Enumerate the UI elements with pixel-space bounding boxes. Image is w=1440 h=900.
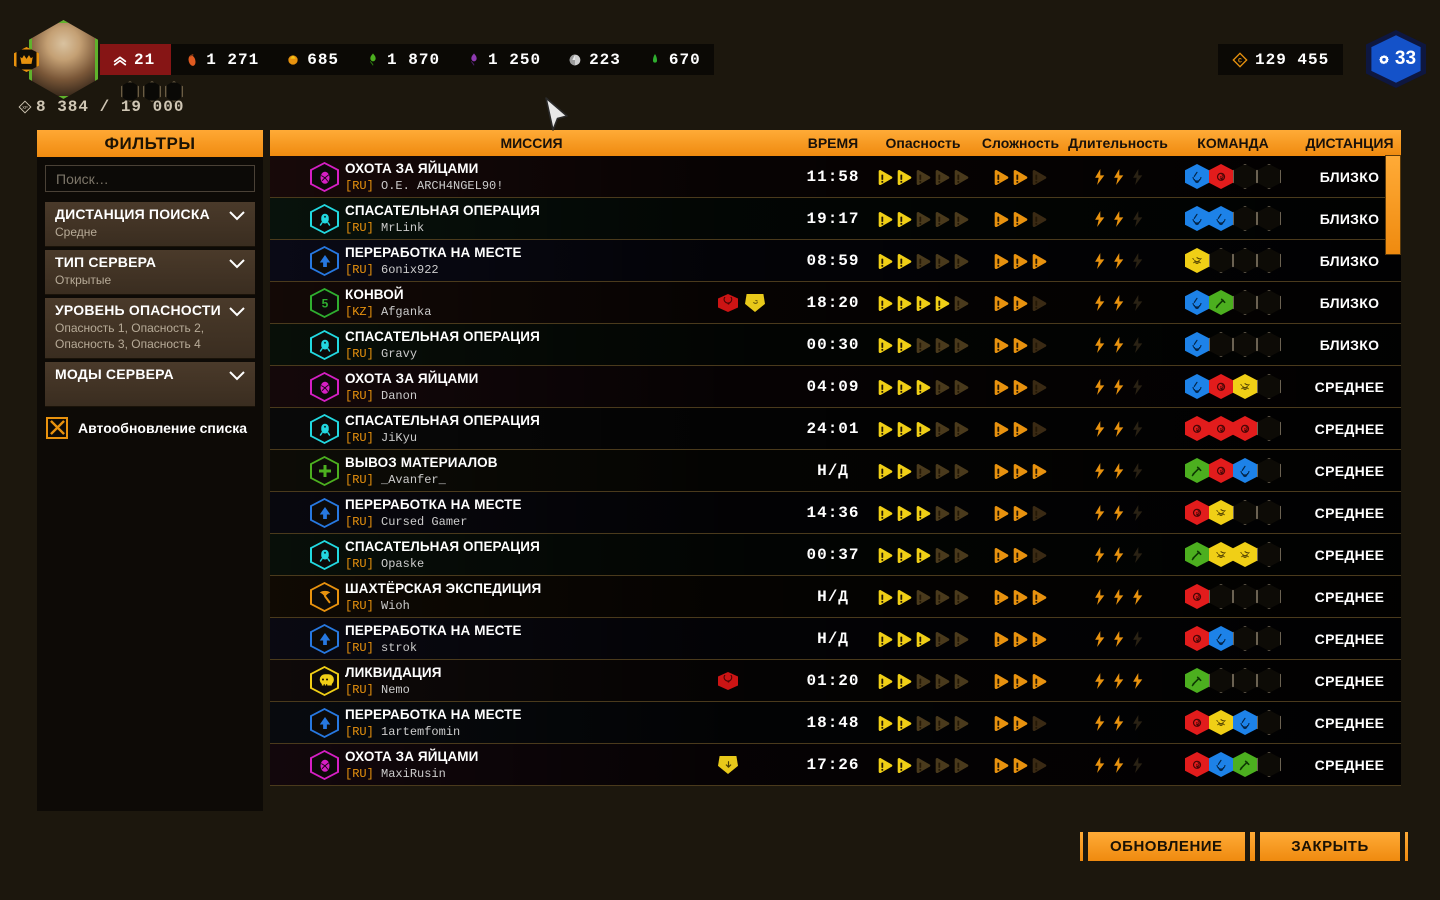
svg-text:C: C bbox=[1238, 56, 1242, 64]
svg-text:XP: XP bbox=[22, 105, 28, 110]
svg-text:5: 5 bbox=[321, 297, 328, 311]
